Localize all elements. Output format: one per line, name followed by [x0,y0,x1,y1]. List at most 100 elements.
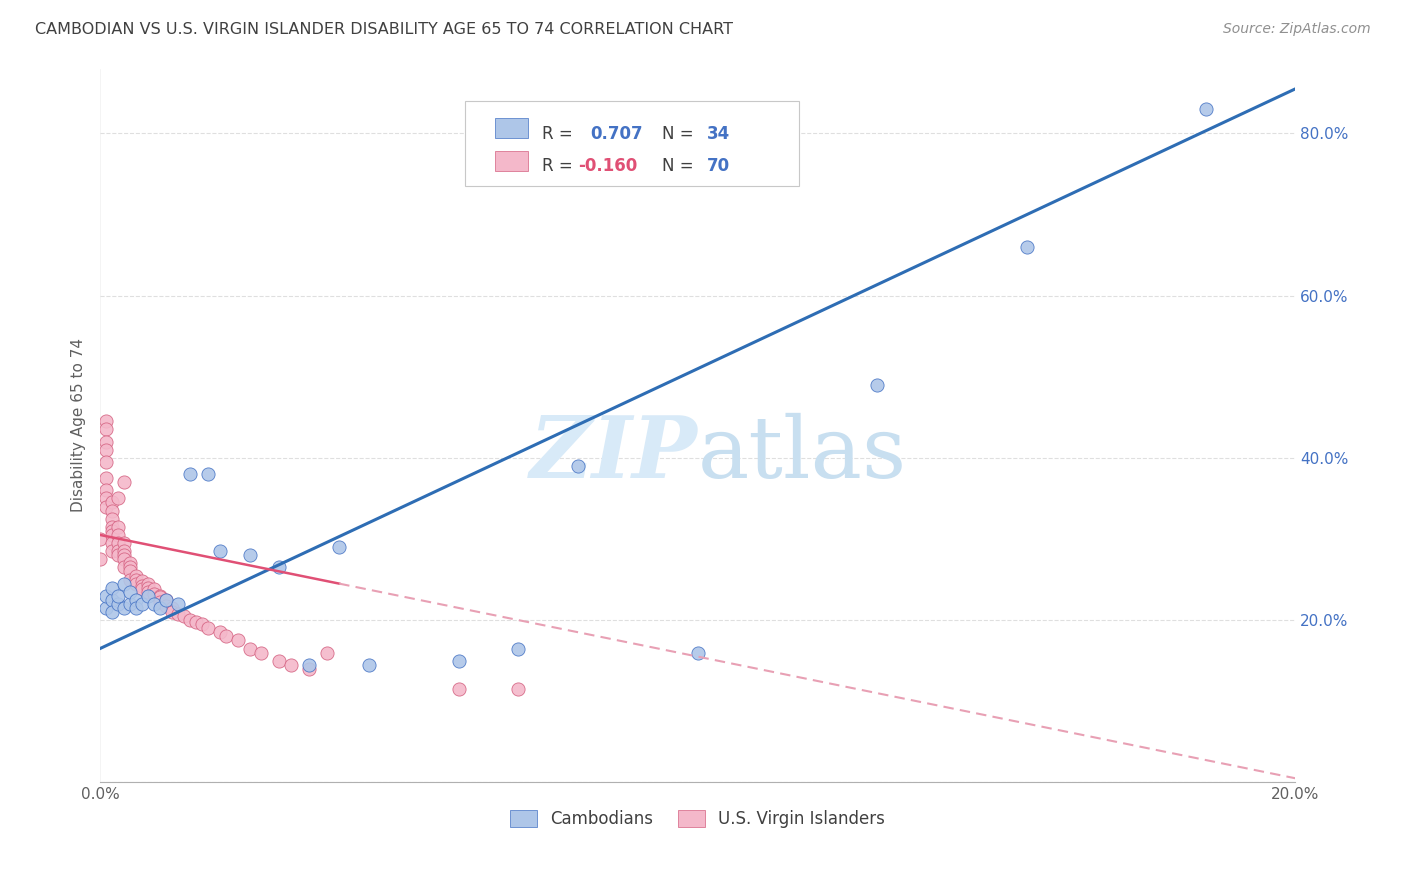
Point [94,500,117,514]
Point [94,442,117,457]
Point [866,377,889,392]
Point [1015,240,1038,254]
Point [160,601,183,615]
Point [567,458,589,473]
Point [101,520,124,534]
Point [280,657,302,672]
Point [269,560,291,574]
Point [101,495,124,509]
Point [155,592,177,607]
Point [136,584,159,599]
Point [118,597,141,611]
Point [179,613,201,627]
Point [328,540,350,554]
FancyBboxPatch shape [495,119,529,138]
Point [142,587,165,601]
Point [190,617,212,632]
Point [197,467,219,482]
Point [94,483,117,498]
Point [136,581,159,595]
Point [149,589,172,603]
Point [94,434,117,449]
Point [112,548,135,562]
Point [112,544,135,558]
Text: Source: ZipAtlas.com: Source: ZipAtlas.com [1223,22,1371,37]
Point [447,654,470,668]
Text: 0.707: 0.707 [591,125,643,144]
Point [149,591,172,605]
Point [226,633,249,648]
Point [508,681,530,696]
Point [101,503,124,517]
Point [298,657,321,672]
Point [101,528,124,542]
Point [131,597,153,611]
Point [125,601,148,615]
Point [94,455,117,469]
Point [94,422,117,436]
Text: N =: N = [662,157,693,176]
Point [136,589,159,603]
Point [112,601,135,615]
Point [214,629,236,643]
Text: R =: R = [543,125,574,144]
Text: -0.160: -0.160 [578,157,637,176]
Point [125,568,148,582]
Point [89,552,111,566]
Point [107,520,129,534]
Point [101,592,124,607]
Point [94,471,117,485]
Point [118,573,141,587]
Point [131,579,153,593]
Y-axis label: Disability Age 65 to 74: Disability Age 65 to 74 [72,338,86,512]
Point [197,621,219,635]
Text: atlas: atlas [697,412,907,496]
Point [131,574,153,589]
Text: 70: 70 [707,157,731,176]
Point [112,536,135,550]
Point [89,532,111,546]
Point [101,512,124,526]
Point [155,599,177,613]
Point [359,657,381,672]
Point [107,528,129,542]
Point [238,548,260,562]
Point [179,467,201,482]
Point [136,576,159,591]
FancyBboxPatch shape [495,151,529,170]
Point [125,573,148,587]
Point [166,607,188,621]
Point [101,536,124,550]
Point [112,576,135,591]
Text: N =: N = [662,125,693,144]
Point [316,646,339,660]
Point [107,536,129,550]
Point [250,646,273,660]
Point [142,582,165,597]
FancyBboxPatch shape [465,101,800,186]
Point [160,605,183,619]
Point [208,544,231,558]
Point [131,582,153,597]
Point [238,641,260,656]
Point [149,595,172,609]
Point [107,597,129,611]
Point [112,552,135,566]
Text: ZIP: ZIP [530,412,697,496]
Point [118,557,141,571]
Point [184,615,207,629]
Point [155,592,177,607]
Point [118,560,141,574]
Point [101,581,124,595]
Point [208,625,231,640]
Point [142,597,165,611]
Point [94,601,117,615]
Point [125,576,148,591]
Point [107,491,129,506]
Point [94,589,117,603]
Point [94,491,117,506]
Point [118,584,141,599]
Point [107,548,129,562]
Point [508,641,530,656]
Point [447,681,470,696]
